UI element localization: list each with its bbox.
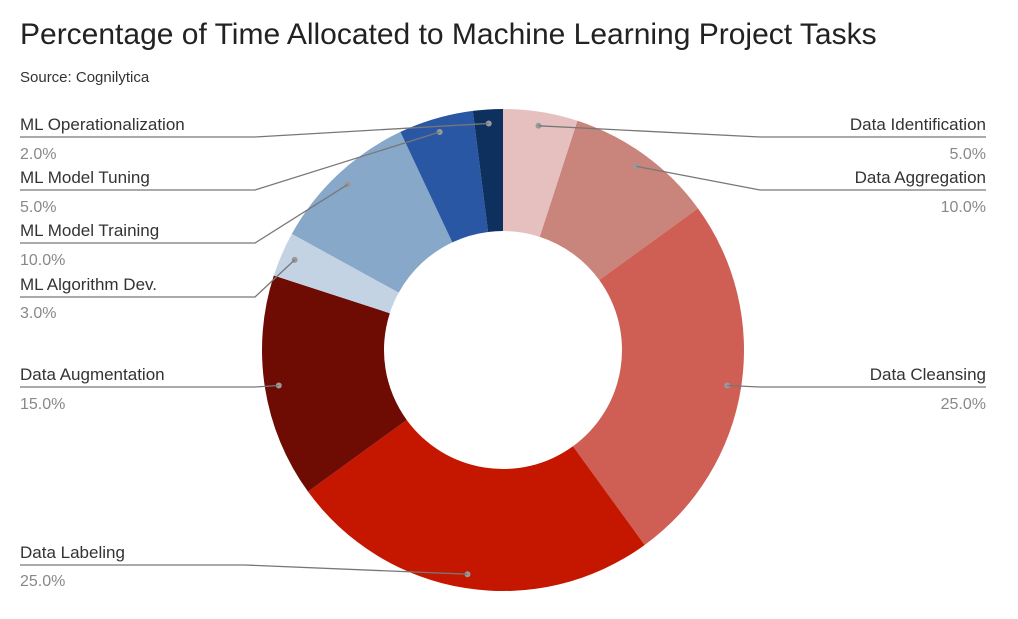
value-ml-operationalization: 2.0% — [20, 146, 56, 163]
slice-data-identification — [503, 109, 578, 237]
leader-line-data-aggregation — [636, 165, 986, 191]
leader-line-ml-operationalization — [20, 122, 489, 138]
value-data-identification: 5.0% — [950, 146, 986, 163]
label-ml-model-tuning: ML Model Tuning — [20, 168, 150, 187]
leader-line-data-augmentation — [20, 384, 279, 388]
value-ml-model-tuning: 5.0% — [20, 199, 56, 216]
slice-ml-model-tuning — [400, 110, 489, 243]
label-data-augmentation: Data Augmentation — [20, 365, 165, 384]
leader-lines-group — [20, 120, 986, 578]
value-ml-algorithm-dev: 3.0% — [20, 305, 56, 322]
value-ml-model-training: 10.0% — [20, 252, 65, 269]
labels-group: Data Identification 5.0% Data Aggregation 1… — [20, 115, 986, 590]
value-data-cleansing: 25.0% — [941, 396, 986, 413]
leader-line-data-labeling — [20, 564, 468, 575]
label-data-aggregation: Data Aggregation — [855, 168, 986, 187]
label-ml-model-training: ML Model Training — [20, 221, 159, 240]
label-data-cleansing: Data Cleansing — [870, 365, 986, 384]
slice-data-cleansing — [572, 208, 744, 545]
chart-subtitle: Source: Cognilytica — [20, 69, 150, 86]
leader-line-data-identification — [538, 125, 986, 138]
value-data-labeling: 25.0% — [20, 573, 65, 590]
leader-dot-data-identification — [535, 122, 542, 129]
slice-ml-algorithm-dev — [273, 233, 399, 314]
label-ml-operationalization: ML Operationalization — [20, 115, 185, 134]
slice-data-aggregation — [539, 120, 698, 281]
slice-data-labeling — [308, 419, 645, 591]
label-data-labeling: Data Labeling — [20, 543, 125, 562]
label-data-identification: Data Identification — [850, 115, 986, 134]
label-ml-algorithm-dev: ML Algorithm Dev. — [20, 275, 157, 294]
value-data-aggregation: 10.0% — [941, 199, 986, 216]
leader-line-data-cleansing — [727, 384, 986, 388]
slice-ml-operationalization — [472, 109, 503, 232]
value-data-augmentation: 15.0% — [20, 396, 65, 413]
leader-line-ml-model-training — [20, 183, 348, 244]
leader-line-ml-algorithm-dev — [20, 259, 296, 298]
slice-ml-model-training — [291, 131, 453, 293]
slice-data-augmentation — [262, 275, 407, 492]
slices-group — [262, 109, 744, 591]
chart-title: Percentage of Time Allocated to Machine … — [20, 18, 877, 51]
leader-line-ml-model-tuning — [20, 131, 440, 191]
